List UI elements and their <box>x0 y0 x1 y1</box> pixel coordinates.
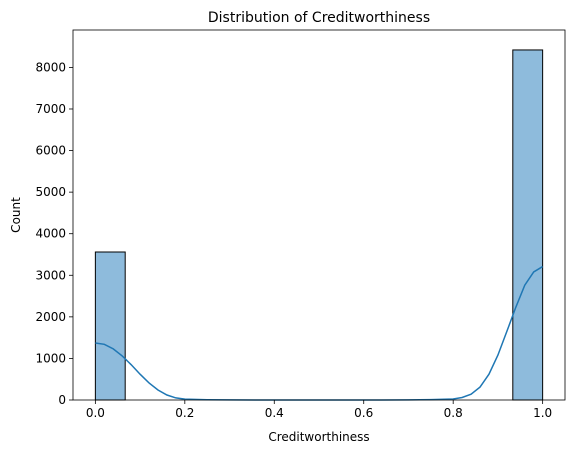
histogram-bar-1 <box>512 49 544 401</box>
x-tick-label: 0.2 <box>175 406 194 420</box>
histogram-bars <box>94 49 544 401</box>
y-tick-label: 7000 <box>35 102 66 116</box>
x-tick-label: 0.4 <box>265 406 284 420</box>
x-axis-ticks: 0.0 0.2 0.4 0.6 0.8 1.0 <box>86 400 552 420</box>
kde-curve <box>95 265 544 401</box>
y-axis-label: Count <box>9 197 23 233</box>
x-tick-label: 0.0 <box>86 406 105 420</box>
y-tick-label: 8000 <box>35 60 66 74</box>
y-axis-ticks: 0 1000 2000 3000 4000 5000 6000 7000 8000 <box>35 60 73 407</box>
x-axis-label: Creditworthiness <box>268 430 369 444</box>
y-tick-label: 6000 <box>35 144 66 158</box>
x-tick-label: 0.8 <box>444 406 463 420</box>
y-tick-label: 2000 <box>35 310 66 324</box>
y-tick-label: 4000 <box>35 227 66 241</box>
y-tick-label: 5000 <box>35 185 66 199</box>
y-tick-label: 0 <box>58 393 66 407</box>
x-tick-label: 1.0 <box>533 406 552 420</box>
plot-frame <box>72 29 566 401</box>
chart-title: Distribution of Creditworthiness <box>208 10 430 26</box>
histogram-bar-0 <box>94 251 126 401</box>
y-tick-label: 1000 <box>35 351 66 365</box>
x-tick-label: 0.6 <box>354 406 373 420</box>
y-tick-label: 3000 <box>35 268 66 282</box>
